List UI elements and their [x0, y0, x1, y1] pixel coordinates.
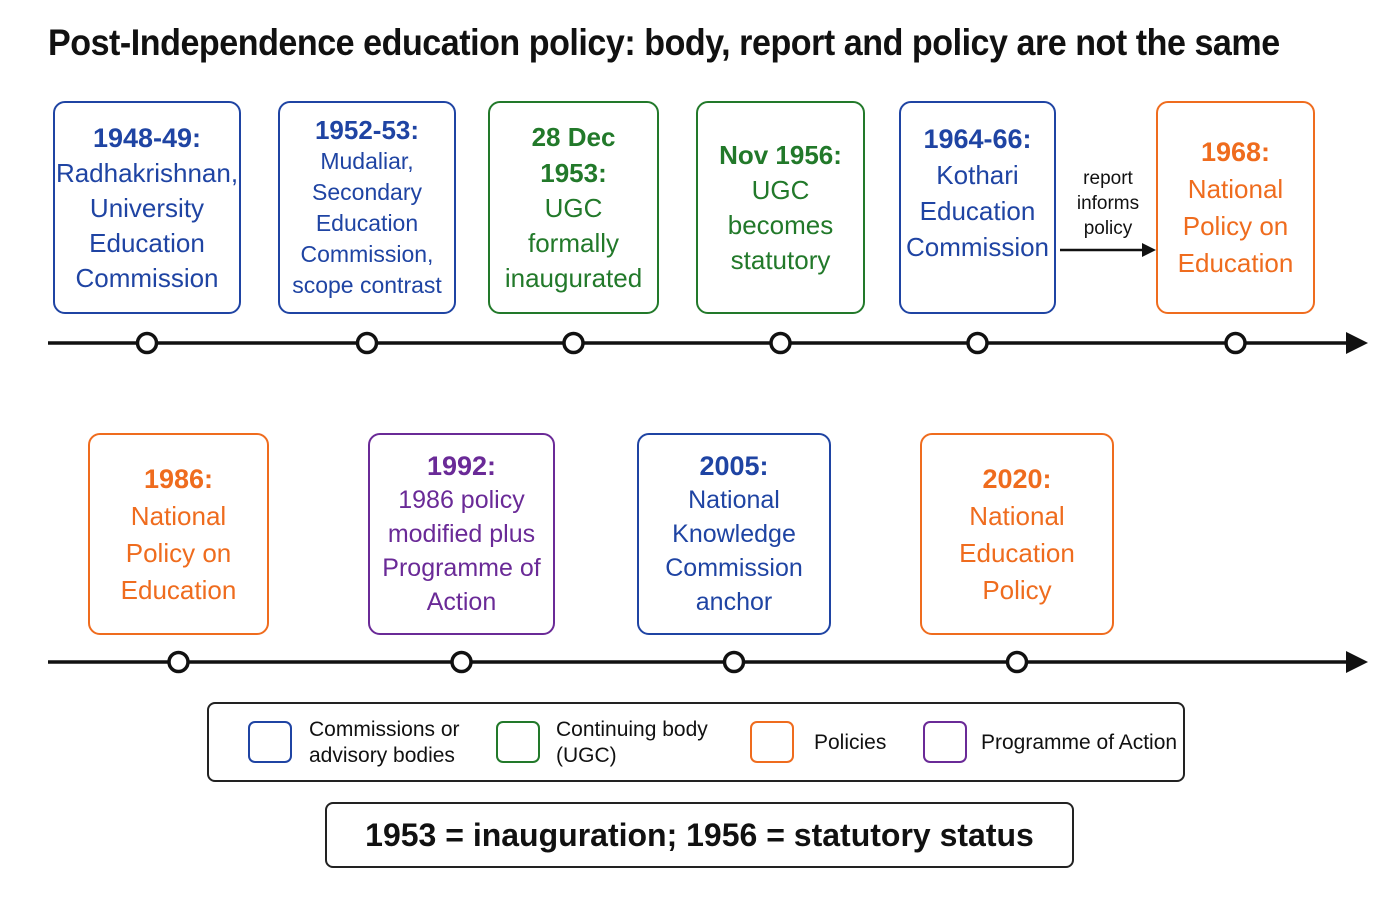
box-date: 2020: — [982, 463, 1052, 494]
timeline-box-1968-policy: 1968: National Policy on Education — [1156, 101, 1315, 314]
box-date: 1986: — [143, 463, 214, 494]
timeline-marker-top-4 — [769, 331, 792, 355]
legend-label-commission: Commissions or advisory bodies — [309, 718, 460, 767]
bottom-timeline-axis — [48, 651, 1368, 673]
timeline-marker-bottom-2 — [450, 650, 473, 674]
timeline-box-1956-ugc-statutory: Nov 1956: UGC becomes statutory — [696, 101, 865, 314]
box-date: 1948-49: — [92, 122, 202, 153]
box-text: Mudaliar, Secondary Education Commission… — [292, 148, 442, 298]
report-informs-policy-arrow — [1060, 243, 1156, 257]
connector-label: report informs policy — [1076, 168, 1140, 239]
box-date: 28 Dec 1953: — [531, 122, 616, 188]
box-text: 1986 policy modified plus Programme of A… — [382, 486, 541, 616]
top-timeline-axis — [48, 332, 1368, 354]
timeline-marker-bottom-4 — [1005, 650, 1029, 674]
timeline-box-1948-radhakrishnan: 1948-49: Radhakrishnan, University Educa… — [53, 101, 241, 314]
timeline-box-1964-kothari: 1964-66: Kothari Education Commission — [899, 101, 1056, 314]
timeline-box-1952-mudaliar: 1952-53: Mudaliar, Secondary Education C… — [278, 101, 456, 314]
footnote-box: 1953 = inauguration; 1956 = statutory st… — [325, 802, 1074, 868]
legend-swatch-continuing-body — [496, 721, 540, 763]
legend-label-policy: Policies — [814, 731, 887, 754]
timeline-marker-bottom-1 — [167, 650, 190, 674]
box-date: 2005: — [699, 451, 769, 481]
timeline-marker-top-6 — [1224, 331, 1247, 355]
timeline-box-1992-programme: 1992: 1986 policy modified plus Programm… — [368, 433, 555, 635]
legend-label-programme: Programme of Action — [981, 731, 1178, 754]
box-date: 1952-53: — [314, 115, 420, 145]
legend-swatch-commission — [248, 721, 292, 763]
box-text: National Policy on Education — [120, 500, 237, 605]
timeline-marker-top-1 — [135, 331, 159, 355]
box-date: 1968: — [1200, 137, 1271, 167]
legend-swatch-policy — [750, 721, 794, 763]
box-text: Kothari Education Commission — [905, 160, 1050, 262]
box-date: Nov 1956: — [719, 140, 842, 170]
timeline-box-1986-policy: 1986: National Policy on Education — [88, 433, 269, 635]
legend: Commissions or advisory bodies Continuin… — [207, 702, 1185, 782]
timeline-box-2020-nep: 2020: National Education Policy — [920, 433, 1114, 635]
box-date: 1992: — [426, 451, 497, 481]
timeline-marker-bottom-3 — [722, 650, 746, 674]
box-text: National Knowledge Commission anchor — [665, 486, 803, 616]
timeline-marker-top-2 — [355, 331, 379, 355]
timeline-box-1953-ugc-inaugurated: 28 Dec 1953: UGC formally inaugurated — [488, 101, 659, 314]
box-text: National Policy on Education — [1177, 174, 1294, 278]
box-text: Radhakrishnan, University Education Comm… — [55, 157, 239, 293]
legend-label-continuing-body: Continuing body (UGC) — [556, 718, 708, 767]
timeline-box-2005-nkc: 2005: National Knowledge Commission anch… — [637, 433, 831, 635]
legend-swatch-programme — [923, 721, 967, 763]
timeline-marker-top-5 — [966, 331, 989, 355]
box-text: UGC formally inaugurated — [504, 193, 643, 293]
box-date: 1964-66: — [923, 124, 1032, 154]
page-title: Post-Independence education policy: body… — [48, 22, 1280, 63]
timeline-marker-top-3 — [562, 331, 585, 355]
box-text: National Education Policy — [959, 500, 1075, 605]
box-text: UGC becomes statutory — [727, 175, 834, 275]
